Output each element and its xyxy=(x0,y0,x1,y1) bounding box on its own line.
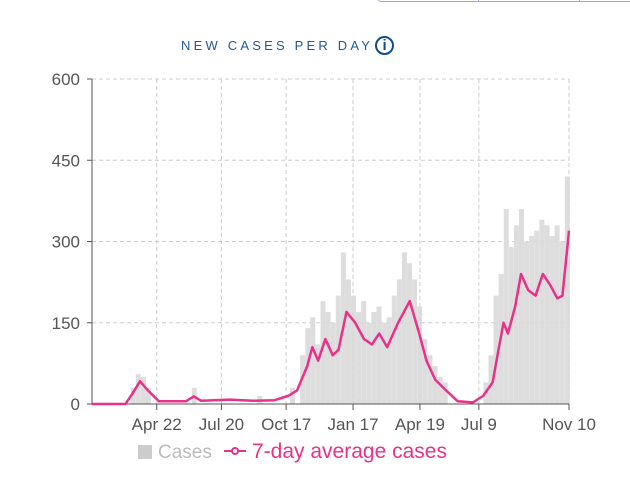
case-bar xyxy=(315,344,321,404)
x-tick-label: Jul 20 xyxy=(199,415,244,434)
case-bar xyxy=(356,311,362,404)
y-tick-label: 0 xyxy=(71,395,80,414)
case-bar xyxy=(345,279,351,404)
x-tick-label: Oct 17 xyxy=(261,415,311,434)
x-tick-label: Jan 17 xyxy=(328,415,379,434)
case-bar xyxy=(539,219,545,404)
case-bar xyxy=(544,225,550,404)
case-bar xyxy=(366,322,372,404)
case-bar xyxy=(529,236,535,404)
case-bar xyxy=(376,306,382,404)
case-bar xyxy=(488,355,494,404)
legend-cases-swatch xyxy=(138,445,152,459)
case-bar xyxy=(351,295,357,404)
info-circle-icon[interactable]: i xyxy=(375,36,395,55)
case-bar xyxy=(524,241,530,404)
case-bar xyxy=(361,301,367,404)
case-bar xyxy=(417,306,423,404)
case-bar xyxy=(407,263,413,404)
case-bar xyxy=(513,225,519,404)
x-tick-label: Apr 22 xyxy=(132,415,182,434)
x-tick-label: Apr 19 xyxy=(395,415,445,434)
case-bar xyxy=(493,295,499,404)
case-bar xyxy=(564,176,570,404)
legend-average-label: 7-day average cases xyxy=(252,440,447,463)
chart-title: NEW CASES PER DAY i xyxy=(181,36,395,55)
case-bar xyxy=(391,295,397,404)
case-bar xyxy=(534,230,540,404)
case-bar xyxy=(559,241,565,404)
case-bar xyxy=(310,317,316,404)
average-line xyxy=(92,230,571,406)
legend-cases-label: Cases xyxy=(158,442,212,463)
y-tick-label: 600 xyxy=(52,70,80,89)
x-tick-label: Nov 10 xyxy=(542,415,596,434)
case-bar xyxy=(427,355,433,404)
case-bar xyxy=(145,387,151,404)
top-table-frame xyxy=(377,0,630,2)
case-bar xyxy=(386,317,392,404)
case-bar xyxy=(135,374,141,404)
legend-average-marker xyxy=(231,447,239,455)
case-bar xyxy=(412,279,418,404)
y-tick-label: 300 xyxy=(52,233,80,252)
case-bar xyxy=(437,376,443,404)
y-tick-label: 450 xyxy=(52,151,80,170)
case-bar xyxy=(140,376,146,404)
case-bar xyxy=(432,366,438,404)
y-tick-label: 150 xyxy=(52,314,80,333)
case-bar xyxy=(320,301,326,404)
case-bar xyxy=(396,279,402,404)
case-bar xyxy=(503,209,509,404)
case-bar xyxy=(554,225,560,404)
case-bar xyxy=(549,236,555,404)
case-bar xyxy=(401,252,407,404)
chart-title-text: NEW CASES PER DAY xyxy=(181,38,374,53)
case-bar xyxy=(422,339,428,404)
case-bar xyxy=(381,322,387,404)
case-bar xyxy=(289,387,295,404)
case-bar xyxy=(519,209,525,404)
case-bar xyxy=(325,311,331,404)
case-bar xyxy=(130,387,136,404)
x-tick-label: Jul 9 xyxy=(461,415,497,434)
case-bar xyxy=(442,382,448,404)
case-bar xyxy=(330,322,336,404)
case-bar xyxy=(371,311,377,404)
